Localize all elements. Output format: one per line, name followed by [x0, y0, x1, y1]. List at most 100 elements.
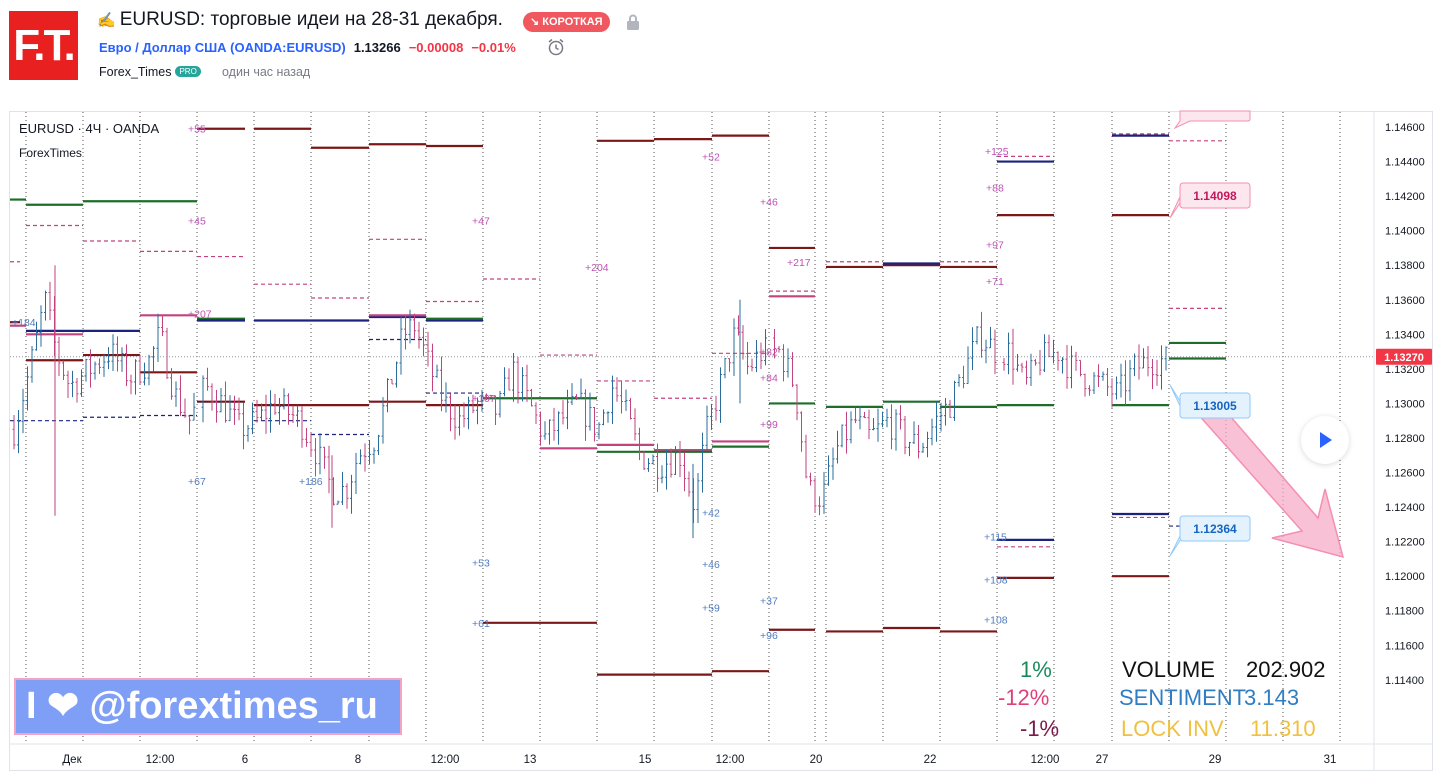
author-line: Forex_Times PRO	[99, 65, 201, 79]
time-tick-label: 12:00	[431, 754, 460, 766]
forextimes-banner: I ❤ @forextimes_ru	[14, 678, 402, 735]
price-callout-label: 1.14098	[1193, 189, 1237, 203]
play-icon	[1320, 432, 1332, 448]
lock-inv-value: 11.310	[1250, 716, 1316, 741]
pip-label: +108	[984, 575, 1008, 587]
price-tick-label: 1.13000	[1385, 398, 1425, 410]
price-tick-label: 1.12200	[1385, 537, 1425, 549]
pip-label: +207	[188, 309, 212, 321]
pip-label: +46	[760, 196, 778, 208]
time-tick-label: 8	[355, 754, 361, 766]
callout-tail	[1169, 196, 1181, 219]
time-tick-label: 12:00	[1031, 754, 1060, 766]
replay-play-button[interactable]	[1301, 416, 1349, 464]
pro-badge: PRO	[175, 66, 201, 77]
pip-label: +184	[12, 317, 36, 329]
price-tick-label: 1.13200	[1385, 364, 1425, 376]
time-tick-label: 6	[242, 754, 248, 766]
time-tick-label: 31	[1324, 754, 1337, 766]
price-tick-label: 1.12400	[1385, 502, 1425, 514]
alert-clock-icon[interactable]	[546, 37, 566, 62]
pip-label: +71	[986, 276, 1004, 288]
time-tick-label: 15	[639, 754, 652, 766]
price-tick-label: 1.12800	[1385, 433, 1425, 445]
pip-label: +204	[585, 262, 609, 274]
time-tick-label: 12:00	[146, 754, 175, 766]
price-change: −0.00008	[408, 40, 464, 55]
idea-title: ✍ EURUSD: торговые идеи на 28-31 декабря.	[97, 9, 503, 31]
price-tick-label: 1.12000	[1385, 571, 1425, 583]
price-tick-label: 1.14200	[1385, 191, 1425, 203]
price-callout-label: 1.13005	[1193, 399, 1237, 413]
price-tick-label: 1.14600	[1385, 122, 1425, 134]
price-tick-label: 1.14400	[1385, 157, 1425, 169]
pip-label: +59	[702, 602, 720, 614]
pip-label: +37	[760, 595, 778, 607]
price-tick-label: 1.11600	[1385, 640, 1424, 652]
pip-label: +67	[188, 476, 206, 488]
pct-stat-1: 1%	[1020, 657, 1052, 682]
symbol-price: 1.13266	[353, 40, 401, 55]
price-tick-label: 1.13400	[1385, 329, 1425, 341]
short-direction-badge: ↘ КОРОТКАЯ	[523, 12, 610, 32]
time-tick-label: 20	[810, 754, 823, 766]
forextimes-logo[interactable]: F.T.	[9, 11, 78, 80]
lock-inv-label: LOCK INV	[1121, 716, 1224, 741]
symbol-link[interactable]: Евро / Доллар США (OANDA:EURUSD)	[99, 40, 346, 55]
pip-label: +52	[702, 151, 720, 163]
pip-label: +115	[984, 531, 1007, 543]
pip-label: +107	[472, 393, 496, 405]
pip-label: +84	[760, 373, 778, 385]
price-callout-label: 1.12364	[1193, 522, 1237, 536]
current-price-tag	[1376, 348, 1432, 365]
symbol-line: Евро / Доллар США (OANDA:EURUSD) 1.13266−…	[99, 40, 516, 55]
callout-top	[1173, 110, 1251, 130]
sentiment-value: 3.143	[1244, 685, 1300, 710]
chart-frame[interactable]	[9, 111, 1433, 771]
time-tick-label: 29	[1209, 754, 1222, 766]
pip-label: +82	[760, 347, 778, 359]
pip-label: +88	[986, 182, 1004, 194]
pip-label: +46	[702, 559, 720, 571]
forecast-arrow	[1194, 401, 1345, 559]
price-tick-label: 1.14000	[1385, 226, 1425, 238]
pip-label: +42	[702, 507, 720, 519]
price-tick-label: 1.11800	[1385, 606, 1424, 618]
pip-label: +96	[760, 630, 778, 642]
pct-stat-3: -1%	[1020, 716, 1060, 741]
price-callout	[1179, 182, 1251, 209]
published-time: один час назад	[222, 65, 311, 79]
pencil-icon: ✍	[97, 12, 116, 29]
author-name[interactable]: Forex_Times	[99, 65, 172, 79]
pip-label: +55	[188, 124, 206, 136]
pip-label: +61	[472, 618, 490, 630]
time-tick-label: 22	[924, 754, 937, 766]
pip-label: +45	[188, 215, 206, 227]
pip-label: +186	[299, 476, 323, 488]
time-tick-label: 27	[1096, 754, 1109, 766]
pip-label: +99	[760, 419, 778, 431]
pct-stat-2: -12%	[998, 685, 1050, 710]
time-tick-label: Дек	[62, 754, 82, 766]
price-tick-label: 1.11400	[1385, 675, 1424, 687]
indicator-label: ForexTimes	[19, 146, 82, 160]
price-tick-label: 1.13600	[1385, 295, 1425, 307]
price-callout	[1179, 515, 1251, 542]
time-tick-label: 12:00	[716, 754, 745, 766]
volume-value: 202.902	[1246, 657, 1326, 682]
pip-label: +125	[985, 146, 1009, 158]
pip-label: +97	[986, 239, 1004, 251]
lock-icon	[625, 13, 641, 36]
price-tick-label: 1.13800	[1385, 260, 1425, 272]
sentiment-label: SENTIMENT	[1119, 685, 1247, 710]
chart-symbol-label: EURUSD · 4Ч · OANDA	[19, 121, 159, 136]
current-price-label: 1.13270	[1384, 352, 1424, 364]
price-tick-label: 1.12600	[1385, 468, 1425, 480]
price-change-percent: −0.01%	[471, 40, 516, 55]
pip-label: +53	[472, 557, 490, 569]
idea-title-text: EURUSD: торговые идеи на 28-31 декабря.	[119, 9, 503, 30]
pip-label: +108	[984, 614, 1008, 626]
pip-label: +217	[787, 257, 811, 269]
time-tick-label: 13	[524, 754, 537, 766]
